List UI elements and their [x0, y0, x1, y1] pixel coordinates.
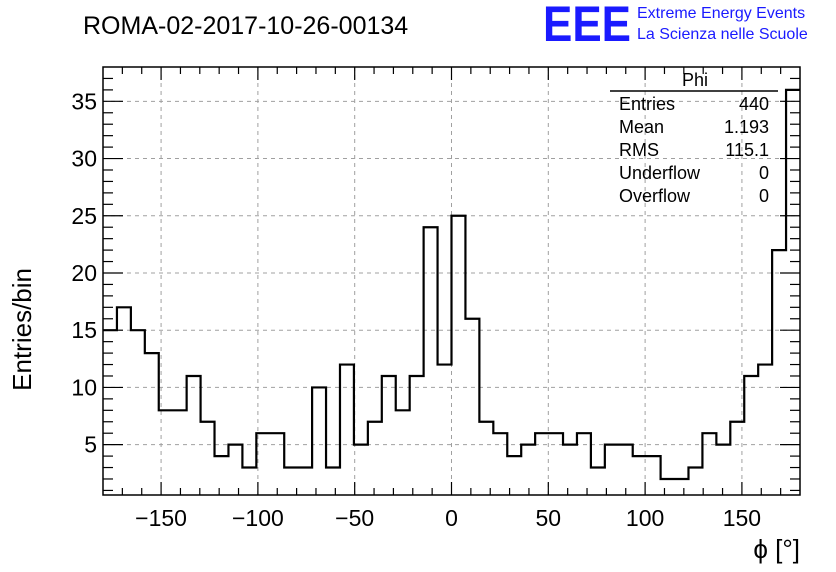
stats-name: Phi [682, 70, 708, 90]
stats-label-entries: Entries [619, 94, 675, 114]
x-axis-label: ϕ [°] [753, 534, 800, 564]
stats-label-rms: RMS [619, 140, 659, 160]
axis-ticks [103, 67, 800, 495]
stats-value-rms: 115.1 [725, 140, 769, 160]
stats-label-underflow: Underflow [619, 163, 701, 183]
y-tick-label: 15 [71, 317, 97, 343]
y-tick-label: 20 [71, 260, 97, 286]
y-tick-label: 10 [71, 374, 97, 400]
y-axis-label: Entries/bin [7, 268, 37, 391]
x-tick-label: 50 [536, 505, 562, 531]
stats-value-underflow: 0 [759, 163, 769, 183]
y-tick-label: 35 [71, 88, 97, 114]
x-tick-label: 100 [626, 505, 664, 531]
x-tick-label: −100 [232, 505, 284, 531]
histogram-outline [103, 88, 800, 481]
stats-label-mean: Mean [619, 117, 664, 137]
stats-value-mean: 1.193 [724, 117, 769, 137]
eee-logo: EEE Extreme Energy Events La Scienza nel… [543, 0, 808, 52]
stats-label-overflow: Overflow [619, 186, 691, 206]
logo-line2: La Scienza nelle Scuole [637, 26, 808, 43]
y-tick-label: 30 [71, 146, 97, 172]
stats-value-entries: 440 [739, 94, 769, 114]
x-tick-label: −50 [335, 505, 374, 531]
y-tick-label: 25 [71, 203, 97, 229]
logo-mark: EEE [543, 0, 631, 52]
x-tick-labels: −150 −100 −50 0 50 100 150 [135, 505, 761, 531]
stats-box: Phi Entries 440 Mean 1.193 RMS 115.1 Und… [610, 70, 778, 206]
x-tick-label: 0 [445, 505, 458, 531]
x-tick-label: −150 [135, 505, 187, 531]
stats-value-overflow: 0 [759, 186, 769, 206]
y-tick-labels: 5 10 15 20 25 30 35 [71, 88, 97, 457]
logo-line1: Extreme Energy Events [637, 5, 805, 22]
y-tick-label: 5 [84, 432, 97, 458]
chart-title: ROMA-02-2017-10-26-00134 [83, 12, 408, 40]
x-tick-label: 150 [723, 505, 761, 531]
